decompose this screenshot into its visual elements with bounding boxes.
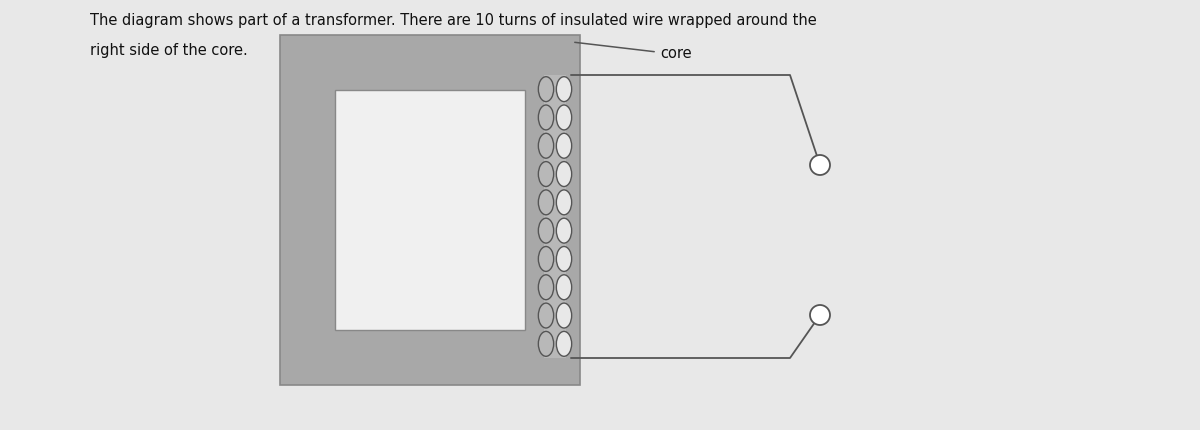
Ellipse shape <box>539 134 553 159</box>
Ellipse shape <box>539 332 553 356</box>
Ellipse shape <box>557 106 571 131</box>
Text: The diagram shows part of a transformer. There are 10 turns of insulated wire wr: The diagram shows part of a transformer.… <box>90 13 817 28</box>
Circle shape <box>810 305 830 325</box>
Ellipse shape <box>557 275 571 300</box>
Ellipse shape <box>557 162 571 187</box>
Ellipse shape <box>539 247 553 272</box>
Ellipse shape <box>557 77 571 102</box>
Bar <box>335 91 526 330</box>
Ellipse shape <box>539 106 553 131</box>
Ellipse shape <box>557 332 571 356</box>
Text: right side of the core.: right side of the core. <box>90 43 247 58</box>
Text: core: core <box>660 46 691 60</box>
Ellipse shape <box>557 219 571 243</box>
Ellipse shape <box>539 219 553 243</box>
Bar <box>545 76 566 358</box>
Ellipse shape <box>539 190 553 215</box>
Ellipse shape <box>539 162 553 187</box>
Ellipse shape <box>539 275 553 300</box>
Ellipse shape <box>557 134 571 159</box>
Ellipse shape <box>539 304 553 328</box>
Circle shape <box>810 156 830 175</box>
Ellipse shape <box>557 304 571 328</box>
Ellipse shape <box>539 77 553 102</box>
Ellipse shape <box>557 247 571 272</box>
Ellipse shape <box>557 190 571 215</box>
Bar <box>280 36 580 385</box>
